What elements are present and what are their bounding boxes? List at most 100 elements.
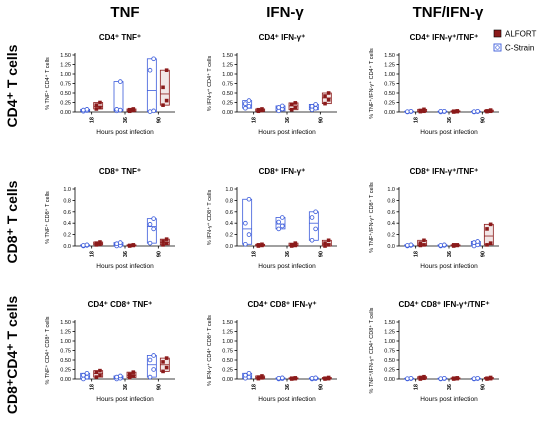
point-c-strain xyxy=(279,223,285,229)
point-c-strain xyxy=(309,215,315,220)
x-tick-label: 90 xyxy=(480,384,486,390)
x-tick-label: 18 xyxy=(90,117,96,123)
point-alfort xyxy=(98,373,102,377)
point-alfort xyxy=(293,243,298,248)
point-alfort xyxy=(422,243,426,247)
x-tick-label: 90 xyxy=(318,117,324,123)
y-tick-label: 1.0 xyxy=(225,187,233,193)
x-tick-label: 90 xyxy=(318,384,324,390)
point-alfort xyxy=(256,243,261,247)
x-tick-label: 18 xyxy=(252,117,258,123)
point-alfort xyxy=(289,376,294,381)
point-alfort xyxy=(488,108,493,112)
point-alfort xyxy=(161,103,165,107)
point-c-strain xyxy=(276,375,282,381)
point-alfort xyxy=(164,365,169,370)
point-c-strain xyxy=(151,216,156,221)
y-tick-label: 0.0 xyxy=(387,244,395,250)
point-c-strain xyxy=(151,226,156,232)
point-c-strain xyxy=(84,107,90,112)
point-c-strain xyxy=(441,375,447,381)
point-alfort xyxy=(422,109,426,114)
y-axis-label: % TNF⁺/IFN-γ⁺ CD4⁺ CD8⁺ T cells xyxy=(368,307,375,393)
point-alfort xyxy=(455,376,460,380)
y-tick-label: 0.75 xyxy=(384,349,395,355)
y-tick-label: 0.0 xyxy=(63,244,71,250)
point-alfort xyxy=(98,368,102,373)
point-alfort xyxy=(485,243,489,247)
y-axis-label: % IFN-γ⁺ CD4⁺ T cells xyxy=(206,56,213,112)
y-tick-label: 0.25 xyxy=(384,101,395,107)
point-alfort xyxy=(164,356,169,360)
point-alfort xyxy=(326,375,331,380)
point-alfort xyxy=(94,370,99,374)
x-tick-label: 36 xyxy=(447,251,453,257)
y-tick-label: 1.25 xyxy=(384,63,395,69)
point-alfort xyxy=(418,243,423,248)
y-tick-label: 0.50 xyxy=(60,91,71,97)
x-axis-label: Hours post infection xyxy=(420,129,478,136)
point-alfort xyxy=(127,372,132,377)
point-c-strain xyxy=(408,108,414,114)
point-alfort xyxy=(326,243,331,247)
y-tick-label: 1.00 xyxy=(60,72,71,78)
y-tick-label: 0.75 xyxy=(60,82,71,88)
y-axis-label: % TNF⁺ CD8⁺ T cells xyxy=(44,191,51,244)
box-c-strain xyxy=(146,218,157,244)
point-alfort xyxy=(127,107,132,112)
panel-title: CD4⁺ CD8⁺ IFN-γ⁺ xyxy=(247,300,316,309)
y-tick-label: 0.6 xyxy=(63,210,71,216)
y-tick-label: 0.75 xyxy=(384,82,395,88)
point-c-strain xyxy=(405,243,410,248)
point-c-strain xyxy=(441,108,447,114)
point-c-strain xyxy=(309,104,315,109)
y-tick-label: 0.0 xyxy=(225,244,233,250)
point-alfort xyxy=(94,241,99,245)
y-tick-label: 0.50 xyxy=(60,358,71,364)
point-alfort xyxy=(98,242,102,247)
x-axis-label: Hours post infection xyxy=(258,129,316,136)
point-alfort xyxy=(260,376,264,380)
y-tick-label: 0.25 xyxy=(222,368,233,374)
point-c-strain xyxy=(471,109,477,114)
y-tick-label: 0.00 xyxy=(60,377,71,383)
point-c-strain xyxy=(147,109,153,114)
row-header-cd8: CD8⁺ T cells xyxy=(4,180,20,263)
y-axis-label: % TNF⁺ CD4⁺ T cells xyxy=(44,57,51,110)
point-c-strain xyxy=(279,103,285,109)
point-alfort xyxy=(323,244,327,248)
point-c-strain xyxy=(246,370,252,376)
x-tick-label: 18 xyxy=(414,117,420,123)
point-c-strain xyxy=(243,220,248,226)
point-alfort xyxy=(98,105,102,110)
x-axis-label: Hours post infection xyxy=(96,263,154,270)
point-c-strain xyxy=(147,67,153,73)
point-alfort xyxy=(164,98,169,103)
panel-2: CD4⁺ IFN-γ⁺/TNF⁺ 0.00 0.25 0.50 0.75 1.00 1.25… xyxy=(368,33,499,136)
column-header-ifng: IFN-γ xyxy=(266,4,304,21)
legend-label-alfort: ALFORT xyxy=(505,30,537,39)
point-alfort xyxy=(488,375,493,380)
point-alfort xyxy=(98,100,102,105)
y-tick-label: 1.50 xyxy=(60,53,71,59)
panel-title: CD8⁺ TNF⁺ xyxy=(99,167,141,176)
y-tick-label: 0.2 xyxy=(387,233,395,239)
point-c-strain xyxy=(147,374,153,380)
point-c-strain xyxy=(471,376,477,381)
point-c-strain xyxy=(309,238,315,243)
point-alfort xyxy=(326,98,331,102)
point-c-strain xyxy=(408,242,414,248)
point-alfort xyxy=(127,375,132,380)
y-tick-label: 0.6 xyxy=(225,210,233,216)
y-tick-label: 0.50 xyxy=(384,91,395,97)
point-alfort xyxy=(323,376,327,381)
legend-marker-c-strain xyxy=(495,45,500,50)
point-c-strain xyxy=(151,108,156,114)
point-c-strain xyxy=(441,242,447,248)
y-tick-label: 1.25 xyxy=(60,63,71,69)
panel-title: CD4⁺ CD8⁺ IFN-γ⁺/TNF⁺ xyxy=(398,300,489,309)
point-alfort xyxy=(98,240,102,244)
point-c-strain xyxy=(246,104,252,109)
y-tick-label: 0.8 xyxy=(387,198,395,204)
panel-title: CD8⁺ IFN-γ⁺ xyxy=(259,167,306,176)
